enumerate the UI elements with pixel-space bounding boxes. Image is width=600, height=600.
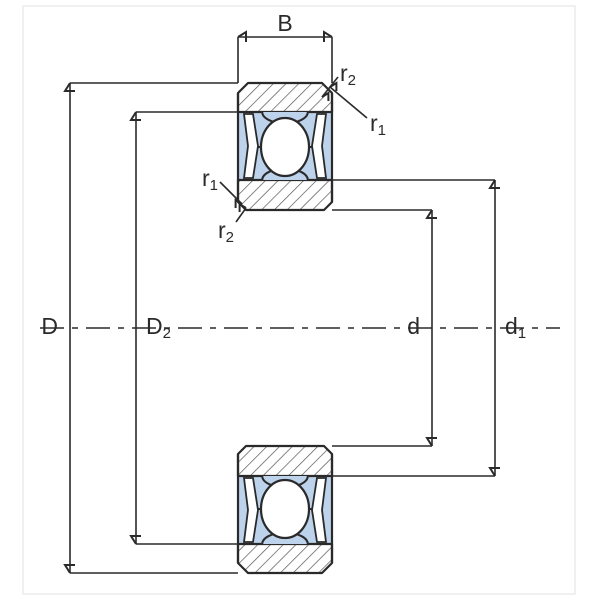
label-D: D: [41, 313, 58, 339]
label-B: B: [277, 10, 292, 36]
label-D2: D2: [146, 313, 171, 342]
bearing-cross-section: BDD2dd1r1r2r1r2: [0, 0, 600, 600]
label-d1: d1: [505, 313, 526, 342]
label-r2-outer: r2: [340, 60, 356, 89]
label-r1-outer: r1: [370, 110, 386, 139]
label-r1-inner: r1: [202, 165, 218, 194]
label-d: d: [407, 313, 420, 339]
label-r2-inner: r2: [218, 217, 234, 246]
